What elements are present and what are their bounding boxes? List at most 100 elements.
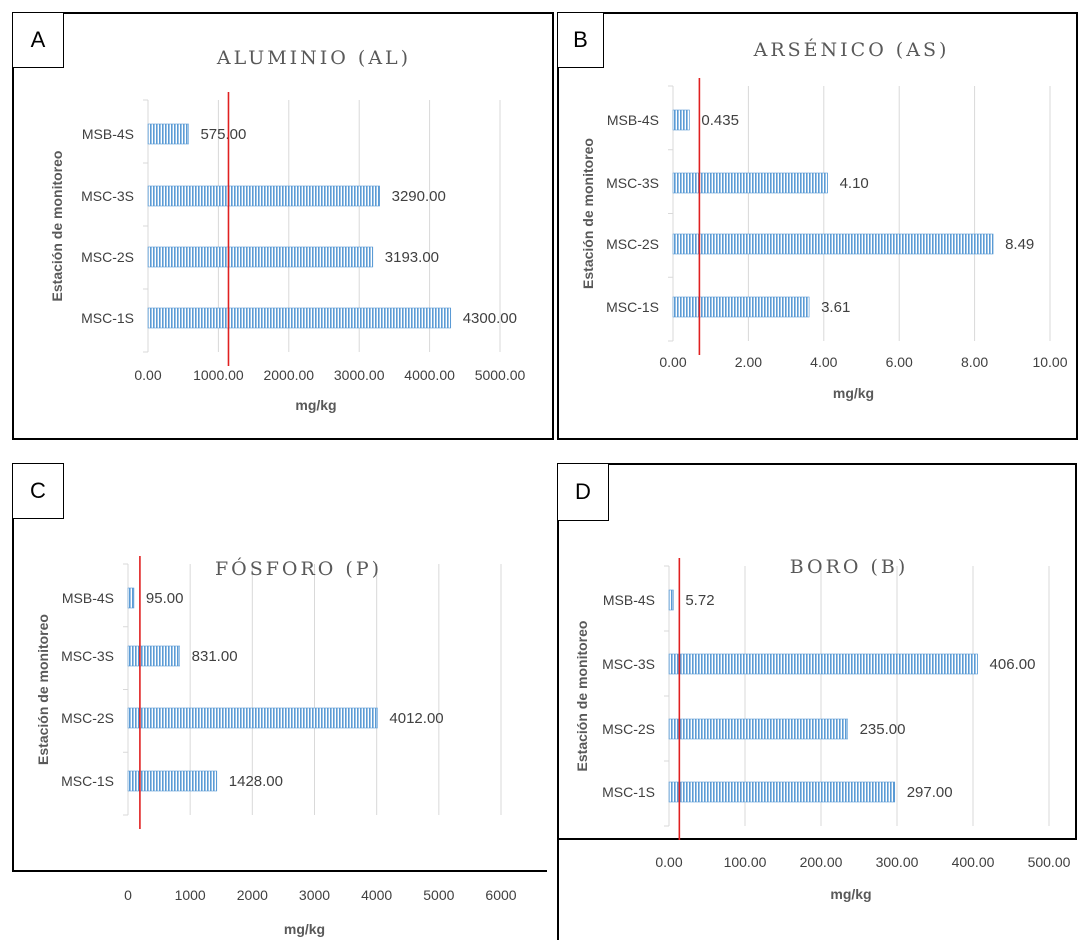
data-label: 3.61 bbox=[821, 299, 850, 316]
bar-msb-4s bbox=[127, 587, 135, 609]
x-tick-label: 400.00 bbox=[952, 854, 995, 870]
category-label: MSC-1S bbox=[602, 784, 655, 800]
data-label: 575.00 bbox=[200, 126, 246, 143]
x-tick-label: 0.00 bbox=[134, 367, 161, 383]
data-label: 3290.00 bbox=[392, 188, 446, 205]
panel-label-badge: A bbox=[12, 12, 64, 68]
x-tick-label: 100.00 bbox=[724, 854, 767, 870]
data-label: 4012.00 bbox=[389, 710, 443, 727]
data-label: 235.00 bbox=[860, 721, 906, 738]
category-label: MSB-4S bbox=[62, 590, 114, 606]
bar-msc-2s bbox=[672, 233, 994, 255]
y-axis-title: Estación de monitoreo bbox=[49, 151, 65, 302]
bar-msc-3s bbox=[668, 653, 978, 675]
category-label: MSC-3S bbox=[61, 648, 114, 664]
x-tick-label: 0.00 bbox=[655, 854, 682, 870]
x-tick-label: 0.00 bbox=[659, 354, 686, 370]
panel-frame bbox=[557, 12, 1078, 440]
category-label: MSC-2S bbox=[606, 236, 659, 252]
x-axis-title: mg/kg bbox=[833, 385, 874, 401]
x-tick-label: 3000 bbox=[299, 887, 330, 903]
category-label: MSC-3S bbox=[602, 656, 655, 672]
category-label: MSC-2S bbox=[602, 721, 655, 737]
category-label: MSC-3S bbox=[81, 188, 134, 204]
bar-msc-2s bbox=[147, 246, 374, 268]
x-axis-title: mg/kg bbox=[284, 921, 325, 937]
category-label: MSC-2S bbox=[61, 710, 114, 726]
y-axis-title: Estación de monitoreo bbox=[35, 614, 51, 765]
bar-msb-4s bbox=[668, 589, 674, 611]
bar-msc-1s bbox=[147, 307, 452, 329]
x-tick-label: 4.00 bbox=[810, 354, 837, 370]
bar-msb-4s bbox=[147, 123, 189, 145]
chart-panel-c: FÓSFORO (P) 95.00 MSB-4S 831.00 MSC-3S 4012.0… bbox=[12, 463, 547, 940]
data-label: 3193.00 bbox=[385, 249, 439, 266]
bar-msc-1s bbox=[127, 770, 218, 792]
category-label: MSC-3S bbox=[606, 175, 659, 191]
chart-svg: ARSÉNICO (AS) 0.435 MSB-4S 4.10 MSC-3S 8.49 MS… bbox=[557, 12, 1078, 440]
data-label: 406.00 bbox=[990, 656, 1036, 673]
panel-label-badge: D bbox=[557, 463, 609, 521]
category-label: MSB-4S bbox=[603, 592, 655, 608]
bar-msb-4s bbox=[672, 109, 690, 131]
x-tick-label: 6000 bbox=[485, 887, 516, 903]
data-label: 95.00 bbox=[146, 590, 184, 607]
x-tick-label: 500.00 bbox=[1028, 854, 1071, 870]
x-tick-label: 2000.00 bbox=[263, 367, 314, 383]
bar-msc-3s bbox=[147, 185, 380, 207]
x-tick-label: 4000.00 bbox=[404, 367, 455, 383]
bar-msc-2s bbox=[127, 707, 378, 729]
bar-msc-1s bbox=[668, 781, 896, 803]
x-tick-label: 6.00 bbox=[886, 354, 913, 370]
x-tick-label: 3000.00 bbox=[334, 367, 385, 383]
category-label: MSC-1S bbox=[606, 299, 659, 315]
x-tick-label: 5000 bbox=[423, 887, 454, 903]
panel-frame bbox=[557, 463, 1077, 940]
x-tick-label: 1000.00 bbox=[193, 367, 244, 383]
x-tick-label: 4000 bbox=[361, 887, 392, 903]
chart-panel-a: ALUMINIO (AL) 575.00 MSB-4S 3290.00 MSC-3S 31… bbox=[12, 12, 554, 440]
y-axis-title: Estación de monitoreo bbox=[574, 621, 590, 772]
panel-frame bbox=[12, 12, 554, 440]
chart-title: ARSÉNICO (AS) bbox=[753, 38, 950, 61]
chart-title: BORO (B) bbox=[790, 556, 909, 578]
bar-msc-2s bbox=[668, 718, 848, 740]
panel-label-badge: C bbox=[12, 463, 64, 519]
y-axis-title: Estación de monitoreo bbox=[580, 138, 596, 289]
data-label: 8.49 bbox=[1005, 236, 1034, 253]
data-label: 4300.00 bbox=[463, 310, 517, 327]
chart-panel-b: ARSÉNICO (AS) 0.435 MSB-4S 4.10 MSC-3S 8.49 MS… bbox=[557, 12, 1078, 440]
category-label: MSB-4S bbox=[607, 112, 659, 128]
x-tick-label: 0 bbox=[124, 887, 132, 903]
chart-panel-d: BORO (B) 5.72 MSB-4S 406.00 MSC-3S 235.00 MSC-… bbox=[557, 463, 1078, 940]
chart-svg: FÓSFORO (P) 95.00 MSB-4S 831.00 MSC-3S 4012.0… bbox=[12, 463, 547, 937]
x-tick-label: 2000 bbox=[237, 887, 268, 903]
data-label: 0.435 bbox=[701, 112, 739, 129]
bar-msc-3s bbox=[672, 172, 828, 194]
panel-label-badge: B bbox=[557, 12, 604, 68]
x-axis-title: mg/kg bbox=[295, 397, 336, 413]
chart-title: ALUMINIO (AL) bbox=[216, 47, 411, 69]
data-label: 4.10 bbox=[840, 175, 869, 192]
category-label: MSC-1S bbox=[81, 310, 134, 326]
x-tick-label: 10.00 bbox=[1032, 354, 1067, 370]
chart-svg: BORO (B) 5.72 MSB-4S 406.00 MSC-3S 235.00 MSC-… bbox=[557, 463, 1077, 940]
data-label: 297.00 bbox=[907, 784, 953, 801]
bar-msc-1s bbox=[672, 296, 810, 318]
category-label: MSC-2S bbox=[81, 249, 134, 265]
x-tick-label: 300.00 bbox=[876, 854, 919, 870]
bar-msc-3s bbox=[127, 645, 180, 667]
data-label: 1428.00 bbox=[229, 773, 283, 790]
category-label: MSB-4S bbox=[82, 126, 134, 142]
data-label: 5.72 bbox=[685, 592, 714, 609]
category-label: MSC-1S bbox=[61, 773, 114, 789]
x-tick-label: 8.00 bbox=[961, 354, 988, 370]
chart-svg: ALUMINIO (AL) 575.00 MSB-4S 3290.00 MSC-3S 31… bbox=[12, 12, 554, 440]
x-tick-label: 5000.00 bbox=[475, 367, 526, 383]
chart-title: FÓSFORO (P) bbox=[215, 557, 382, 580]
x-tick-label: 200.00 bbox=[800, 854, 843, 870]
x-tick-label: 2.00 bbox=[735, 354, 762, 370]
x-tick-label: 1000 bbox=[175, 887, 206, 903]
data-label: 831.00 bbox=[192, 648, 238, 665]
x-axis-title: mg/kg bbox=[830, 886, 871, 902]
